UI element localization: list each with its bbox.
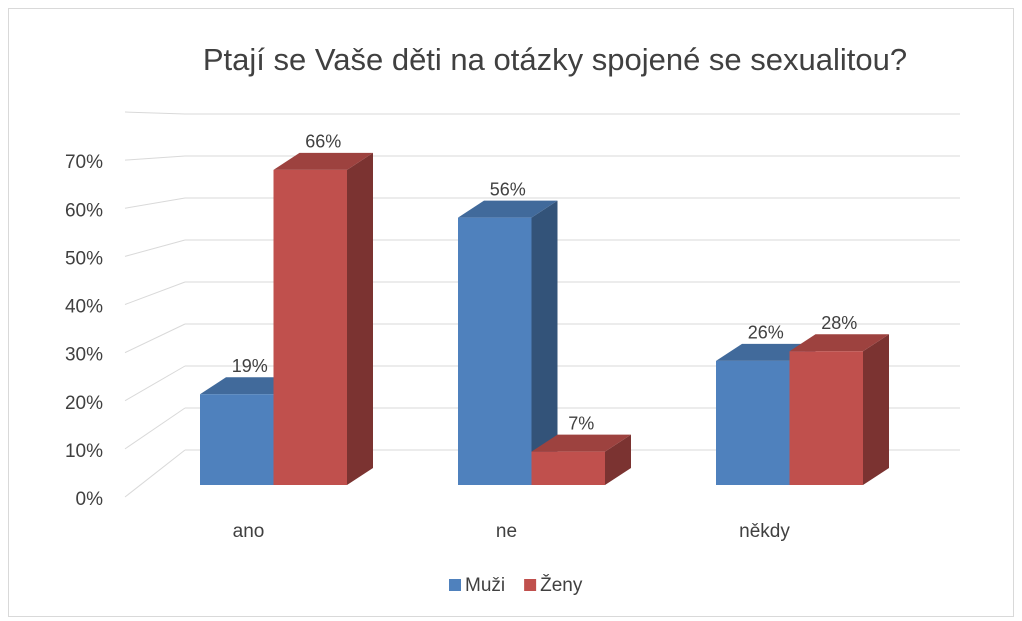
legend-label: Muži [465,575,505,596]
data-label: 66% [305,132,341,152]
y-tick-label: 50% [65,248,103,269]
legend-swatch [524,579,537,591]
bar-front [789,351,863,485]
grid-line [124,155,186,161]
x-tick-label: někdy [739,521,790,542]
bar-top [273,152,373,170]
wall-top [124,111,186,115]
chart-border [8,8,1014,617]
grid-line [124,281,186,305]
bar [789,334,889,485]
grid-line [124,407,186,450]
bar-front [716,360,790,485]
grid-line [124,449,186,498]
y-tick-label: 10% [65,441,103,462]
bar-top [789,334,889,352]
y-tick-label: 0% [76,489,104,510]
data-label: 7% [568,413,594,433]
bar-side [863,334,889,485]
legend-label: Ženy [540,574,583,596]
bar-front [458,217,532,485]
y-tick-label: 40% [65,297,103,318]
bar-side [605,434,631,485]
y-tick-label: 30% [65,345,103,366]
grid-line [124,323,186,354]
y-tick-label: 70% [65,152,103,173]
bar [531,434,631,485]
bar-front [200,394,274,485]
y-tick-label: 20% [65,393,103,414]
bar [273,152,373,485]
data-label: 28% [821,313,857,333]
grid-line [124,365,186,402]
bar-side [347,152,373,485]
grid-line [124,239,186,257]
x-tick-label: ne [496,521,517,542]
bar-top [458,200,558,218]
data-label: 56% [490,179,526,199]
data-label: 19% [232,356,268,376]
bar [458,200,558,485]
bar-side [531,200,558,485]
x-tick-label: ano [233,521,265,542]
chart-title: Ptají se Vaše děti na otázky spojené se … [203,42,907,77]
bar-front [273,169,347,485]
y-tick-label: 60% [65,200,103,221]
bar-top [531,434,631,452]
bar-front [531,451,605,485]
grid-line [124,197,186,209]
data-label: 26% [748,323,784,343]
legend-swatch [449,579,461,591]
